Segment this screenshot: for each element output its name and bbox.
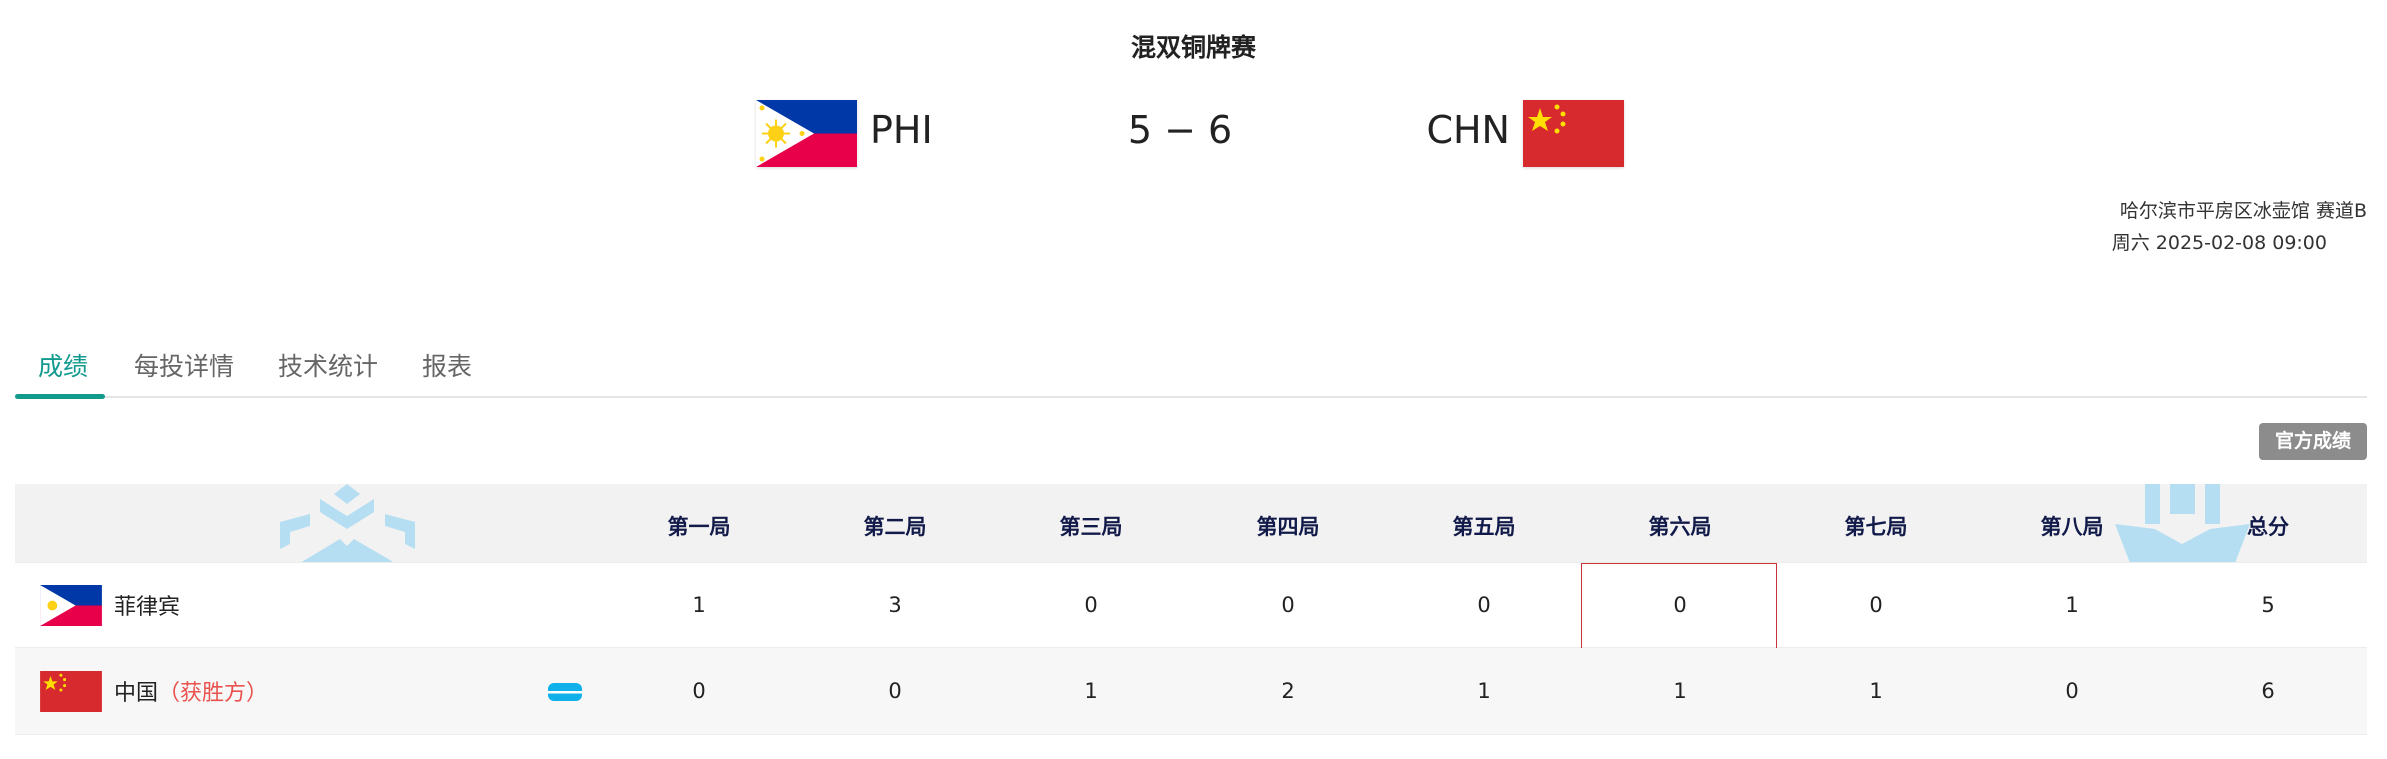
official-results-button[interactable]: 官方成绩 [2259,423,2367,460]
team-name: 菲律宾 [114,595,181,620]
table-row: 菲律宾 1 3 0 0 0 0 0 1 5 [15,563,2367,649]
score-cell: 0 [2065,679,2079,703]
score-cell: 0 [888,679,902,703]
team-name-text: 中国 [114,681,159,706]
score-cell: 0 [1477,593,1491,617]
tab-shot-details[interactable]: 每投详情 [134,352,235,381]
header-end-2: 第二局 [863,515,927,539]
header-end-5: 第五局 [1452,515,1516,539]
winner-label: （获胜方） [158,681,269,706]
snowflake-watermark-icon [280,484,415,562]
score-cell: 0 [692,679,706,703]
score-cell: 0 [1084,593,1098,617]
header-end-1: 第一局 [667,515,731,539]
china-flag-icon [40,671,102,712]
score-cell: 3 [888,593,902,617]
active-tab-indicator [15,394,105,399]
table-header-row: 第一局 第二局 第三局 第四局 第五局 第六局 第七局 第八局 总分 [15,484,2367,563]
tab-reports[interactable]: 报表 [422,352,473,381]
score-cell: 0 [1673,593,1687,617]
header-end-8: 第八局 [2040,515,2104,539]
header-end-3: 第三局 [1059,515,1123,539]
tab-divider [15,396,2367,398]
score-cell: 1 [1084,679,1098,703]
header-end-6: 第六局 [1648,515,1712,539]
score-cell: 1 [692,593,706,617]
team-name: 中国 （获胜方） [114,648,268,734]
snowflake-watermark-icon [2115,484,2250,562]
score-cell: 1 [1477,679,1491,703]
event-title: 混双铜牌赛 [1130,33,1256,62]
match-score: 5 − 6 [1127,108,1233,152]
philippines-flag-icon [756,100,857,167]
score-cell: 0 [1869,593,1883,617]
tab-results[interactable]: 成绩 [38,352,89,381]
score-cell: 1 [2065,593,2079,617]
score-cell: 1 [1869,679,1883,703]
match-datetime: 周六 2025-02-08 09:00 [2111,232,2327,254]
home-team-code: PHI [870,108,933,152]
score-cell: 2 [1281,679,1295,703]
venue: 哈尔滨市平房区冰壶馆 赛道B [2119,200,2367,222]
header-end-7: 第七局 [1844,515,1908,539]
total-cell: 6 [2261,679,2275,703]
total-cell: 5 [2261,593,2275,617]
header-end-4: 第四局 [1256,515,1320,539]
score-cell: 1 [1673,679,1687,703]
header-total: 总分 [2247,515,2289,539]
last-stone-icon [548,683,582,701]
tab-tech-stats[interactable]: 技术统计 [278,352,379,381]
score-table: 第一局 第二局 第三局 第四局 第五局 第六局 第七局 第八局 总分 菲律宾 1… [15,484,2367,735]
score-cell: 0 [1281,593,1295,617]
away-team-code: CHN [1426,108,1510,152]
table-row: 中国 （获胜方） 0 0 1 2 1 1 1 0 6 [15,648,2367,735]
philippines-flag-icon [40,585,102,626]
china-flag-icon [1523,100,1624,167]
